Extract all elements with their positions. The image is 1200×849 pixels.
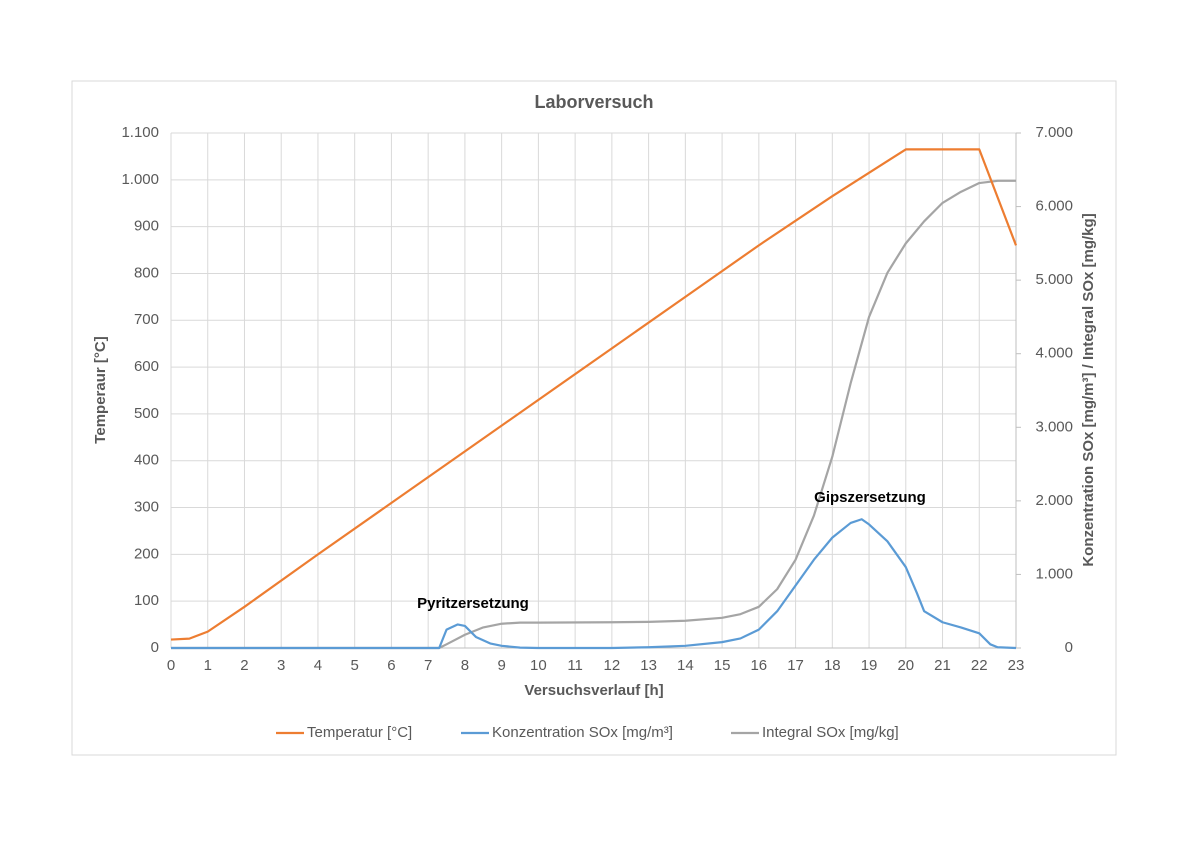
x-tick-label: 16 [750,657,767,674]
x-tick-label: 23 [1008,657,1025,674]
y-tick-label: 400 [134,452,159,469]
x-tick-label: 15 [714,657,731,674]
x-tick-label: 21 [934,657,951,674]
x-tick-label: 22 [971,657,988,674]
x-tick-label: 13 [640,657,657,674]
y-tick-label: 600 [134,358,159,375]
x-tick-label: 9 [497,657,505,674]
annotation: Gipszersetzung [814,489,926,506]
x-tick-label: 4 [314,657,322,674]
legend-label: Temperatur [°C] [307,724,412,741]
series-line [171,518,1017,650]
x-tick-label: 8 [461,657,469,674]
y2-tick-label: 2.000 [1035,492,1073,509]
x-tick-label: 14 [677,657,694,674]
x-tick-label: 17 [787,657,804,674]
y-tick-label: 1.100 [121,124,159,141]
y-tick-label: 800 [134,264,159,281]
y-axis-label: Temperaur [°C] [92,336,109,443]
legend-label: Konzentration SOx [mg/m³] [492,724,673,741]
x-tick-label: 20 [897,657,914,674]
y2-tick-label: 5.000 [1035,271,1073,288]
x-tick-label: 10 [530,657,547,674]
y-tick-label: 0 [151,639,159,656]
x-tick-label: 6 [387,657,395,674]
y-tick-label: 200 [134,545,159,562]
legend-label: Integral SOx [mg/kg] [762,724,899,741]
x-axis-label: Versuchsverlauf [h] [524,682,663,699]
y2-axis-label: Konzentration SOx [mg/m³] / Integral SOx… [1080,213,1097,566]
x-tick-label: 5 [351,657,359,674]
y-tick-label: 900 [134,218,159,235]
y2-tick-label: 6.000 [1035,198,1073,215]
y2-tick-label: 7.000 [1035,124,1073,141]
y2-tick-label: 1.000 [1035,565,1073,582]
x-tick-label: 2 [240,657,248,674]
chart-frame [71,80,1117,756]
y-tick-label: 700 [134,311,159,328]
x-tick-label: 3 [277,657,285,674]
x-tick-label: 18 [824,657,841,674]
y2-tick-label: 0 [1065,639,1073,656]
x-tick-label: 19 [861,657,878,674]
x-tick-label: 7 [424,657,432,674]
y2-tick-label: 4.000 [1035,345,1073,362]
x-tick-label: 11 [567,657,583,674]
chart-title: Laborversuch [534,92,653,112]
y-tick-label: 1.000 [121,171,159,188]
x-tick-label: 12 [604,657,621,674]
series-line [170,148,1018,641]
y-tick-label: 500 [134,405,159,422]
y2-tick-label: 3.000 [1035,418,1073,435]
annotation: Pyritzersetzung [417,595,529,612]
y-tick-label: 300 [134,499,159,516]
y-tick-label: 100 [134,592,159,609]
series-line [171,179,1016,650]
x-tick-label: 0 [167,657,175,674]
x-tick-label: 1 [204,657,212,674]
